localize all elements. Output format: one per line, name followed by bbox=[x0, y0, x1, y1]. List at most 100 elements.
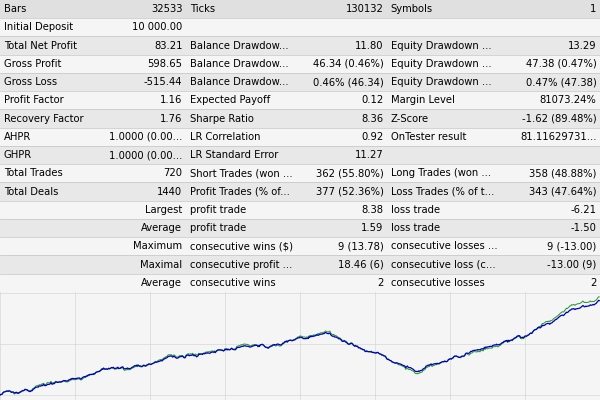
Text: 2: 2 bbox=[377, 278, 383, 288]
Text: 0.92: 0.92 bbox=[361, 132, 383, 142]
Text: Expected Payoff: Expected Payoff bbox=[190, 95, 270, 105]
Text: consecutive losses: consecutive losses bbox=[391, 278, 484, 288]
Bar bbox=[0, 256, 600, 274]
Text: -6.21: -6.21 bbox=[571, 205, 596, 215]
Text: 13.29: 13.29 bbox=[568, 41, 596, 51]
Text: 11.80: 11.80 bbox=[355, 41, 383, 51]
Text: Symbols: Symbols bbox=[391, 4, 433, 14]
Bar bbox=[0, 36, 600, 55]
Text: Bars: Bars bbox=[4, 4, 26, 14]
Text: LR Standard Error: LR Standard Error bbox=[190, 150, 278, 160]
Bar bbox=[0, 110, 600, 128]
Text: 18.46 (6): 18.46 (6) bbox=[338, 260, 383, 270]
Bar bbox=[0, 73, 600, 91]
Text: Balance Drawdow...: Balance Drawdow... bbox=[190, 59, 288, 69]
Text: GHPR: GHPR bbox=[4, 150, 32, 160]
Text: consecutive wins ($): consecutive wins ($) bbox=[190, 241, 293, 251]
Text: 1.76: 1.76 bbox=[160, 114, 182, 124]
Text: 358 (48.88%): 358 (48.88%) bbox=[529, 168, 596, 178]
Bar bbox=[0, 274, 600, 292]
Text: Total Deals: Total Deals bbox=[4, 186, 58, 196]
Text: Gross Loss: Gross Loss bbox=[4, 77, 57, 87]
Text: loss trade: loss trade bbox=[391, 205, 440, 215]
Text: 81.11629731...: 81.11629731... bbox=[520, 132, 596, 142]
Text: Initial Deposit: Initial Deposit bbox=[4, 22, 73, 32]
Text: Average: Average bbox=[142, 223, 182, 233]
Text: 343 (47.64%): 343 (47.64%) bbox=[529, 186, 596, 196]
Text: Ticks: Ticks bbox=[190, 4, 215, 14]
Text: Maximal: Maximal bbox=[140, 260, 182, 270]
Text: Balance Drawdow...: Balance Drawdow... bbox=[190, 41, 288, 51]
Text: Equity Drawdown ...: Equity Drawdown ... bbox=[391, 77, 491, 87]
Text: 1.16: 1.16 bbox=[160, 95, 182, 105]
Text: 9 (13.78): 9 (13.78) bbox=[338, 241, 383, 251]
Bar bbox=[0, 146, 600, 164]
Text: 0.47% (47.38): 0.47% (47.38) bbox=[526, 77, 596, 87]
Text: Recovery Factor: Recovery Factor bbox=[4, 114, 83, 124]
Text: 0.12: 0.12 bbox=[361, 95, 383, 105]
Text: consecutive losses ...: consecutive losses ... bbox=[391, 241, 497, 251]
Bar bbox=[0, 164, 600, 182]
Text: loss trade: loss trade bbox=[391, 223, 440, 233]
Text: Average: Average bbox=[142, 278, 182, 288]
Text: Total Trades: Total Trades bbox=[4, 168, 62, 178]
Bar bbox=[0, 18, 600, 36]
Text: -1.62 (89.48%): -1.62 (89.48%) bbox=[522, 114, 596, 124]
Text: Equity Drawdown ...: Equity Drawdown ... bbox=[391, 59, 491, 69]
Text: 1.59: 1.59 bbox=[361, 223, 383, 233]
Text: 1: 1 bbox=[590, 4, 596, 14]
Text: consecutive loss (c...: consecutive loss (c... bbox=[391, 260, 495, 270]
Text: -1.50: -1.50 bbox=[571, 223, 596, 233]
Bar bbox=[0, 128, 600, 146]
Text: 32533: 32533 bbox=[151, 4, 182, 14]
Text: -515.44: -515.44 bbox=[144, 77, 182, 87]
Text: Total Net Profit: Total Net Profit bbox=[4, 41, 77, 51]
Text: 46.34 (0.46%): 46.34 (0.46%) bbox=[313, 59, 383, 69]
Text: 720: 720 bbox=[163, 168, 182, 178]
Text: 1.0000 (0.00...: 1.0000 (0.00... bbox=[109, 132, 182, 142]
Bar bbox=[0, 201, 600, 219]
Text: 598.65: 598.65 bbox=[148, 59, 182, 69]
Text: Margin Level: Margin Level bbox=[391, 95, 454, 105]
Text: consecutive profit ...: consecutive profit ... bbox=[190, 260, 292, 270]
Text: 83.21: 83.21 bbox=[154, 41, 182, 51]
Text: Balance Drawdow...: Balance Drawdow... bbox=[190, 77, 288, 87]
Bar bbox=[0, 55, 600, 73]
Bar bbox=[0, 0, 600, 18]
Text: profit trade: profit trade bbox=[190, 223, 246, 233]
Text: Profit Trades (% of...: Profit Trades (% of... bbox=[190, 186, 289, 196]
Text: Equity Drawdown ...: Equity Drawdown ... bbox=[391, 41, 491, 51]
Text: 0.46% (46.34): 0.46% (46.34) bbox=[313, 77, 383, 87]
Text: 377 (52.36%): 377 (52.36%) bbox=[316, 186, 383, 196]
Text: 47.38 (0.47%): 47.38 (0.47%) bbox=[526, 59, 596, 69]
Text: Maximum: Maximum bbox=[133, 241, 182, 251]
Text: -13.00 (9): -13.00 (9) bbox=[547, 260, 596, 270]
Text: 362 (55.80%): 362 (55.80%) bbox=[316, 168, 383, 178]
Text: 8.36: 8.36 bbox=[361, 114, 383, 124]
Text: OnTester result: OnTester result bbox=[391, 132, 466, 142]
Text: Profit Factor: Profit Factor bbox=[4, 95, 64, 105]
Text: 2: 2 bbox=[590, 278, 596, 288]
Text: Sharpe Ratio: Sharpe Ratio bbox=[190, 114, 253, 124]
Text: 1.0000 (0.00...: 1.0000 (0.00... bbox=[109, 150, 182, 160]
Text: 1440: 1440 bbox=[157, 186, 182, 196]
Bar bbox=[0, 182, 600, 201]
Text: 130132: 130132 bbox=[346, 4, 383, 14]
Text: 11.27: 11.27 bbox=[355, 150, 383, 160]
Text: AHPR: AHPR bbox=[4, 132, 31, 142]
Text: Z-Score: Z-Score bbox=[391, 114, 429, 124]
Text: 81073.24%: 81073.24% bbox=[539, 95, 596, 105]
Text: Gross Profit: Gross Profit bbox=[4, 59, 61, 69]
Text: 8.38: 8.38 bbox=[361, 205, 383, 215]
Text: LR Correlation: LR Correlation bbox=[190, 132, 260, 142]
Text: 9 (-13.00): 9 (-13.00) bbox=[547, 241, 596, 251]
Bar bbox=[0, 219, 600, 237]
Text: Largest: Largest bbox=[145, 205, 182, 215]
Text: 10 000.00: 10 000.00 bbox=[132, 22, 182, 32]
Bar bbox=[0, 91, 600, 110]
Text: Loss Trades (% of t...: Loss Trades (% of t... bbox=[391, 186, 494, 196]
Text: Long Trades (won ...: Long Trades (won ... bbox=[391, 168, 491, 178]
Text: profit trade: profit trade bbox=[190, 205, 246, 215]
Text: Short Trades (won ...: Short Trades (won ... bbox=[190, 168, 292, 178]
Bar bbox=[0, 237, 600, 256]
